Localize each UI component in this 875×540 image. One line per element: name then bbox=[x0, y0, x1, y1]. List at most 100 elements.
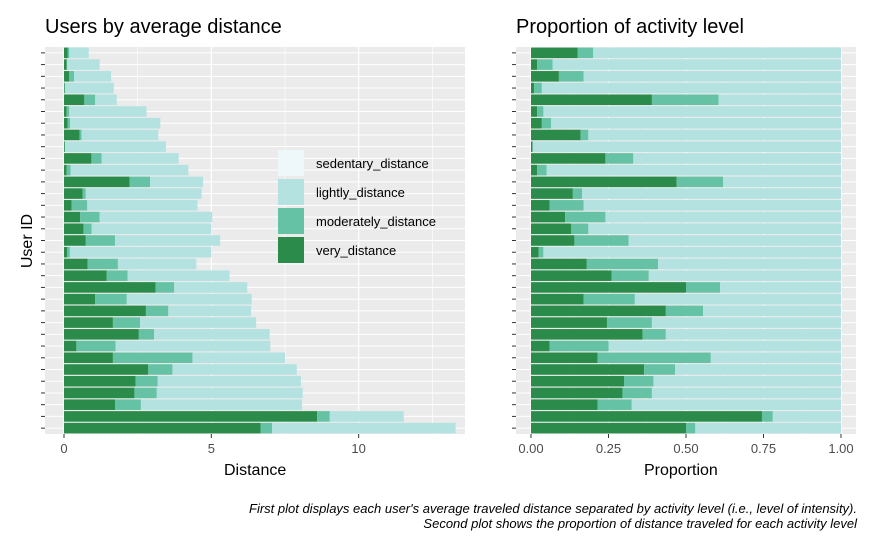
bar-proportion-moderate bbox=[537, 106, 544, 117]
bar-distance-light bbox=[91, 223, 212, 235]
bar-distance-very bbox=[64, 305, 146, 317]
bar-proportion-moderate bbox=[571, 223, 589, 235]
bar-distance-moderate bbox=[67, 117, 71, 129]
bar-proportion-light bbox=[543, 106, 841, 117]
bar-proportion-light bbox=[703, 305, 841, 317]
bar-proportion-very bbox=[531, 364, 645, 375]
bar-proportion-moderate bbox=[622, 387, 652, 399]
bar-distance-light bbox=[74, 71, 112, 82]
legend-swatch-very_distance bbox=[278, 237, 304, 263]
bar-proportion-very bbox=[531, 317, 607, 328]
bar-distance-very bbox=[64, 352, 113, 364]
bar-proportion-moderate bbox=[583, 293, 635, 305]
bar-distance-very bbox=[64, 82, 65, 94]
legend-swatch-sedentary_distance bbox=[278, 150, 304, 176]
bar-distance-light bbox=[156, 387, 303, 399]
bar-distance-very bbox=[64, 422, 261, 434]
bar-proportion-very bbox=[531, 153, 606, 164]
legend-label-very_distance: very_distance bbox=[316, 243, 396, 258]
bar-distance-moderate bbox=[71, 200, 88, 211]
bar-distance-very bbox=[64, 129, 80, 141]
bar-distance-very bbox=[64, 47, 68, 59]
bar-proportion-light bbox=[551, 117, 841, 129]
bar-distance-very bbox=[64, 235, 86, 246]
bar-proportion-moderate bbox=[541, 117, 552, 129]
bar-proportion-very bbox=[531, 258, 587, 270]
bar-distance-moderate bbox=[79, 129, 82, 141]
bar-distance-very bbox=[64, 200, 72, 211]
bar-distance-light bbox=[117, 258, 197, 270]
bar-distance-very bbox=[64, 375, 136, 387]
bar-proportion-very bbox=[531, 422, 686, 434]
bar-distance-very bbox=[64, 188, 83, 199]
bar-distance-very bbox=[64, 176, 130, 188]
bar-proportion-very bbox=[531, 411, 762, 422]
bar-distance-light bbox=[150, 176, 204, 188]
bar-proportion-moderate bbox=[586, 258, 659, 270]
bar-proportion-light bbox=[675, 364, 841, 375]
bar-proportion-very bbox=[531, 352, 598, 364]
legend-swatch-moderately_distance bbox=[278, 208, 304, 234]
bar-distance-moderate bbox=[129, 176, 151, 188]
bar-distance-light bbox=[127, 270, 230, 281]
bar-distance-very bbox=[64, 340, 77, 352]
bar-distance-light bbox=[157, 375, 301, 387]
x-tick-label-distance: 5 bbox=[208, 441, 215, 456]
x-tick-label-distance: 0 bbox=[60, 441, 67, 456]
bar-distance-light bbox=[192, 352, 285, 364]
bar-distance-moderate bbox=[66, 59, 68, 70]
bar-distance-moderate bbox=[112, 352, 193, 364]
bar-distance-very bbox=[64, 117, 68, 129]
bar-proportion-light bbox=[552, 59, 841, 70]
bar-proportion-moderate bbox=[644, 364, 676, 375]
bar-proportion-light bbox=[583, 200, 841, 211]
caption-line-2: Second plot shows the proportion of dist… bbox=[423, 516, 857, 531]
bar-proportion-moderate bbox=[686, 282, 721, 293]
bar-distance-light bbox=[115, 340, 271, 352]
bar-proportion-very bbox=[531, 282, 686, 293]
bar-proportion-light bbox=[633, 153, 841, 164]
bar-distance-moderate bbox=[134, 387, 157, 399]
bar-proportion-very bbox=[531, 329, 643, 340]
bar-proportion-moderate bbox=[537, 59, 553, 70]
bar-proportion-very bbox=[531, 293, 584, 305]
bar-proportion-moderate bbox=[577, 47, 593, 59]
bar-proportion-moderate bbox=[534, 82, 542, 94]
bar-distance-moderate bbox=[155, 282, 175, 293]
bar-distance-very bbox=[64, 211, 81, 223]
bar-distance-light bbox=[70, 164, 189, 176]
bar-distance-moderate bbox=[87, 258, 118, 270]
bar-proportion-moderate bbox=[665, 305, 704, 317]
bar-proportion-moderate bbox=[642, 329, 666, 340]
bar-distance-moderate bbox=[84, 94, 96, 106]
bar-distance-moderate bbox=[138, 329, 155, 340]
bar-distance-light bbox=[329, 411, 404, 422]
bar-proportion-moderate bbox=[574, 235, 629, 246]
bar-proportion-very bbox=[531, 375, 624, 387]
bar-distance-moderate bbox=[91, 153, 102, 164]
bar-distance-moderate bbox=[66, 106, 70, 117]
bar-proportion-very bbox=[531, 200, 550, 211]
bar-proportion-very bbox=[531, 94, 652, 106]
bar-distance-very bbox=[64, 293, 96, 305]
bar-distance-moderate bbox=[148, 364, 173, 375]
bar-proportion-very bbox=[531, 188, 573, 199]
bar-distance-light bbox=[81, 129, 159, 141]
bar-proportion-moderate bbox=[651, 94, 719, 106]
bar-distance-moderate bbox=[317, 411, 330, 422]
bar-distance-very bbox=[64, 59, 67, 70]
bar-distance-moderate bbox=[67, 246, 70, 258]
bar-proportion-light bbox=[723, 176, 841, 188]
bar-proportion-very bbox=[531, 246, 539, 258]
x-tick-label-proportion: 1.00 bbox=[828, 441, 853, 456]
x-tick-label-proportion: 0.25 bbox=[596, 441, 621, 456]
bar-distance-very bbox=[64, 141, 65, 152]
bar-proportion-very bbox=[531, 176, 677, 188]
bar-distance-light bbox=[114, 235, 221, 246]
bar-distance-very bbox=[64, 106, 67, 117]
bar-distance-moderate bbox=[80, 211, 100, 223]
bar-distance-light bbox=[272, 422, 456, 434]
bar-proportion-very bbox=[531, 59, 538, 70]
x-tick-label-distance: 10 bbox=[351, 441, 365, 456]
